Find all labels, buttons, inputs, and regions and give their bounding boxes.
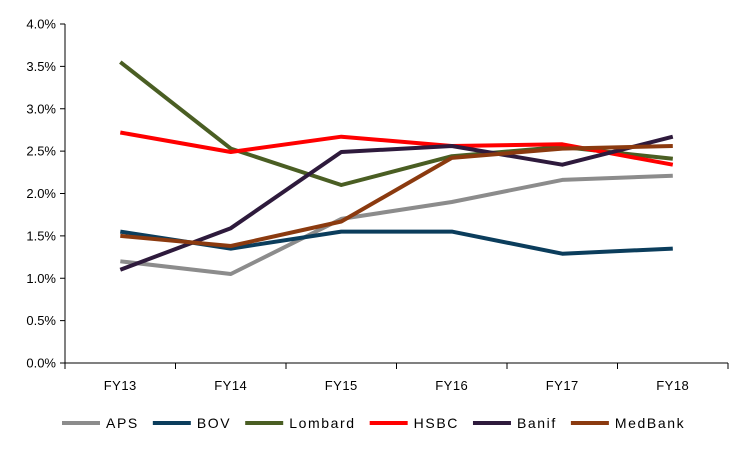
legend: APS BOV Lombard HSBC Banif MedBank	[62, 415, 685, 431]
y-tick-label: 0.5%	[26, 313, 56, 328]
x-tick-label: FY15	[325, 378, 358, 393]
legend-label-banif: Banif	[517, 415, 557, 431]
y-tick-label: 1.0%	[26, 271, 56, 286]
x-tick-label: FY14	[214, 378, 247, 393]
series-line-lombard	[119, 60, 674, 187]
series-line-medbank	[120, 144, 673, 248]
legend-label-bov: BOV	[197, 415, 231, 431]
y-tick-label: 1.5%	[26, 228, 56, 243]
x-tick-label: FY13	[104, 378, 137, 393]
plot-area	[119, 60, 674, 276]
y-tick-label: 3.5%	[26, 59, 56, 74]
y-tick-label: 2.5%	[26, 144, 56, 159]
y-tick-label: 4.0%	[26, 17, 56, 32]
y-tick-label: 2.0%	[26, 186, 56, 201]
series-line-banif	[119, 134, 674, 272]
y-tick-label: 3.0%	[26, 101, 56, 116]
legend-label-aps: APS	[106, 415, 139, 431]
x-tick-label: FY16	[435, 378, 468, 393]
legend-label-medbank: MedBank	[615, 415, 685, 431]
x-tick-label: FY18	[656, 378, 689, 393]
legend-label-lombard: Lombard	[289, 415, 355, 431]
x-tick-label: FY17	[546, 378, 579, 393]
axes: 0.0% 0.5% 1.0% 1.5% 2.0% 2.5% 3.0% 3.5% 4.0% FY13…	[26, 17, 729, 393]
y-tick-label: 0.0%	[26, 356, 56, 371]
series-line-aps	[120, 173, 673, 276]
legend-label-hsbc: HSBC	[414, 415, 459, 431]
